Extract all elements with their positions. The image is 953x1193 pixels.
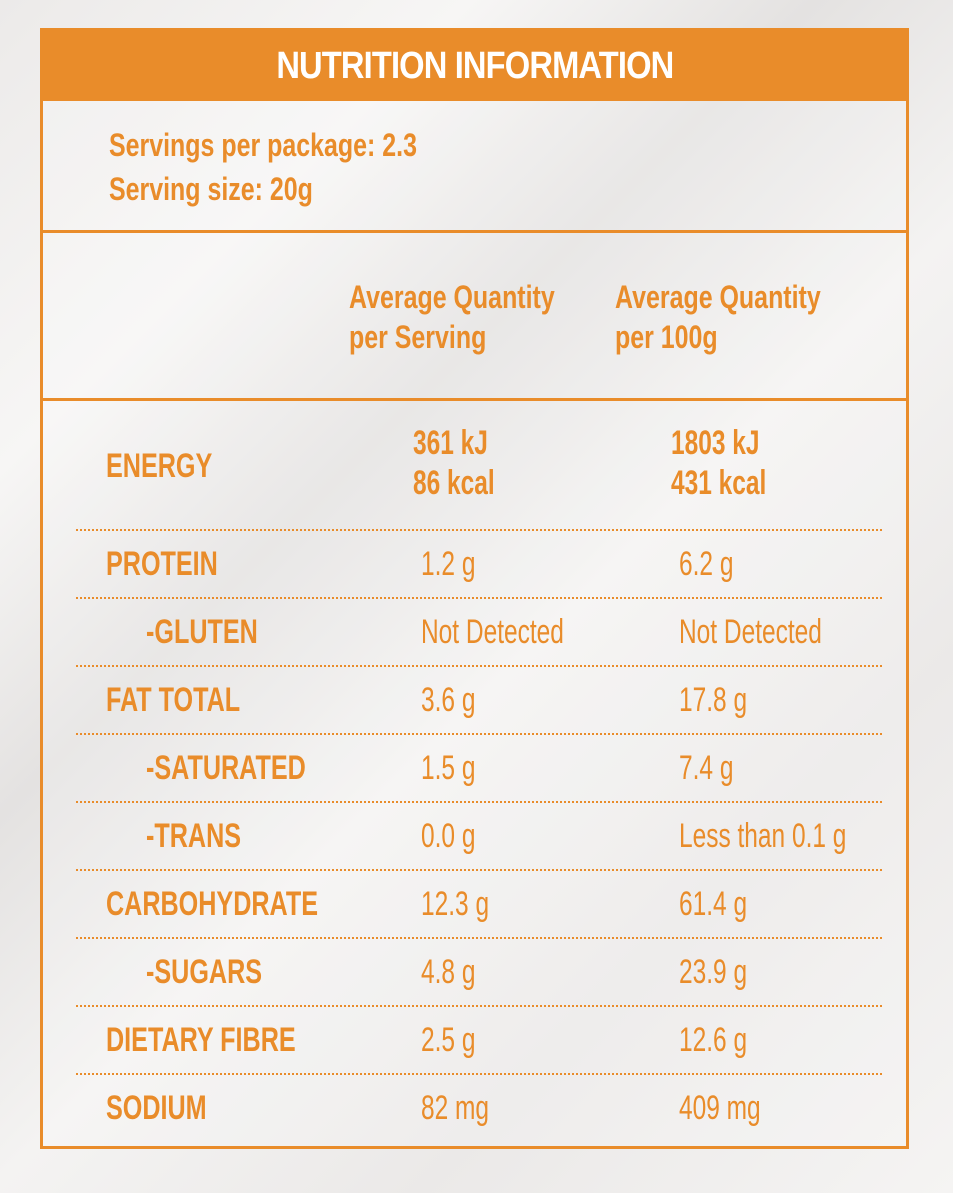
energy-per-serving: 361 kJ 86 kcal [413, 423, 495, 503]
column-header-per-serving-line2: per Serving [349, 319, 487, 355]
column-header-per-100g-line1: Average Quantity [615, 279, 821, 315]
table-row: CARBOHYDRATE 12.3 g 61.4 g [76, 871, 882, 939]
value-per-100g: Less than 0.1 g [679, 817, 847, 855]
row-label: -TRANS [146, 817, 242, 855]
value-per-serving: Not Detected [421, 613, 564, 651]
energy-per-serving-kcal: 86 kcal [413, 464, 495, 502]
table-row: FAT TOTAL 3.6 g 17.8 g [76, 667, 882, 735]
divider-header [43, 398, 906, 401]
table-row: -TRANS 0.0 g Less than 0.1 g [76, 803, 882, 871]
value-per-serving: 1.2 g [421, 545, 476, 583]
table-row: -SATURATED 1.5 g 7.4 g [76, 735, 882, 803]
panel-title: NUTRITION INFORMATION [275, 44, 674, 87]
divider-servings [43, 230, 906, 233]
value-per-100g: 7.4 g [679, 749, 734, 787]
row-label: DIETARY FIBRE [106, 1021, 296, 1059]
table-row: -SUGARS 4.8 g 23.9 g [76, 939, 882, 1007]
servings-block: Servings per package: 2.3 Serving size: … [109, 123, 504, 211]
value-per-serving: 1.5 g [421, 749, 476, 787]
panel-title-bar: NUTRITION INFORMATION [43, 31, 906, 101]
row-label: PROTEIN [106, 545, 218, 583]
value-per-serving: 3.6 g [421, 681, 476, 719]
column-header-per-100g: Average Quantity per 100g [615, 277, 879, 357]
column-header-per-100g-line2: per 100g [615, 319, 718, 355]
energy-per-100g-kj: 1803 kJ [671, 424, 760, 462]
value-per-100g: Not Detected [679, 613, 822, 651]
value-per-100g: 409 mg [679, 1089, 761, 1127]
value-per-100g: 6.2 g [679, 545, 734, 583]
column-header-per-serving: Average Quantity per Serving [349, 277, 613, 357]
energy-per-100g-kcal: 431 kcal [671, 464, 767, 502]
table-row: PROTEIN 1.2 g 6.2 g [76, 531, 882, 599]
table-row-energy: ENERGY 361 kJ 86 kcal 1803 kJ 431 kcal [76, 401, 882, 531]
row-label: -SUGARS [146, 953, 263, 991]
value-per-100g: 23.9 g [679, 953, 748, 991]
column-header-per-serving-line1: Average Quantity [349, 279, 555, 315]
table-row: -GLUTEN Not Detected Not Detected [76, 599, 882, 667]
value-per-serving: 12.3 g [421, 885, 490, 923]
value-per-serving: 4.8 g [421, 953, 476, 991]
value-per-100g: 17.8 g [679, 681, 748, 719]
value-per-serving: 2.5 g [421, 1021, 476, 1059]
value-per-serving: 82 mg [421, 1089, 490, 1127]
energy-per-serving-kj: 361 kJ [413, 424, 488, 462]
row-label: CARBOHYDRATE [106, 885, 318, 923]
row-label: FAT TOTAL [106, 681, 241, 719]
row-label: -SATURATED [146, 749, 306, 787]
table-row: DIETARY FIBRE 2.5 g 12.6 g [76, 1007, 882, 1075]
serving-size: Serving size: 20g [109, 171, 313, 207]
value-per-100g: 61.4 g [679, 885, 748, 923]
row-label: SODIUM [106, 1089, 207, 1127]
value-per-100g: 12.6 g [679, 1021, 748, 1059]
row-label: ENERGY [106, 447, 213, 485]
servings-per-package: Servings per package: 2.3 [109, 127, 417, 163]
nutrition-panel: NUTRITION INFORMATION Servings per packa… [40, 28, 909, 1149]
value-per-serving: 0.0 g [421, 817, 476, 855]
row-label: -GLUTEN [146, 613, 258, 651]
table-row: SODIUM 82 mg 409 mg [76, 1075, 882, 1141]
energy-per-100g: 1803 kJ 431 kcal [671, 423, 766, 503]
